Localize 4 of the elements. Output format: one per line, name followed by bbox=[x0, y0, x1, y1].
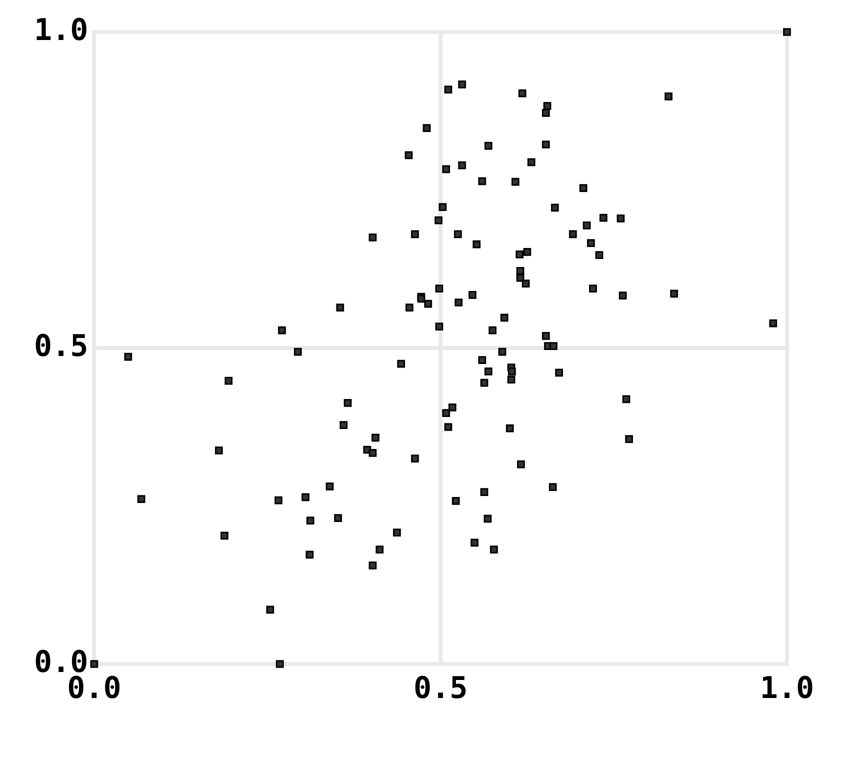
y-tick-label: 0.5 bbox=[34, 328, 88, 364]
x-tick-label: 0.5 bbox=[414, 670, 468, 706]
x-tick-label: 1.0 bbox=[760, 670, 814, 706]
y-tick-label: 1.0 bbox=[34, 12, 88, 48]
